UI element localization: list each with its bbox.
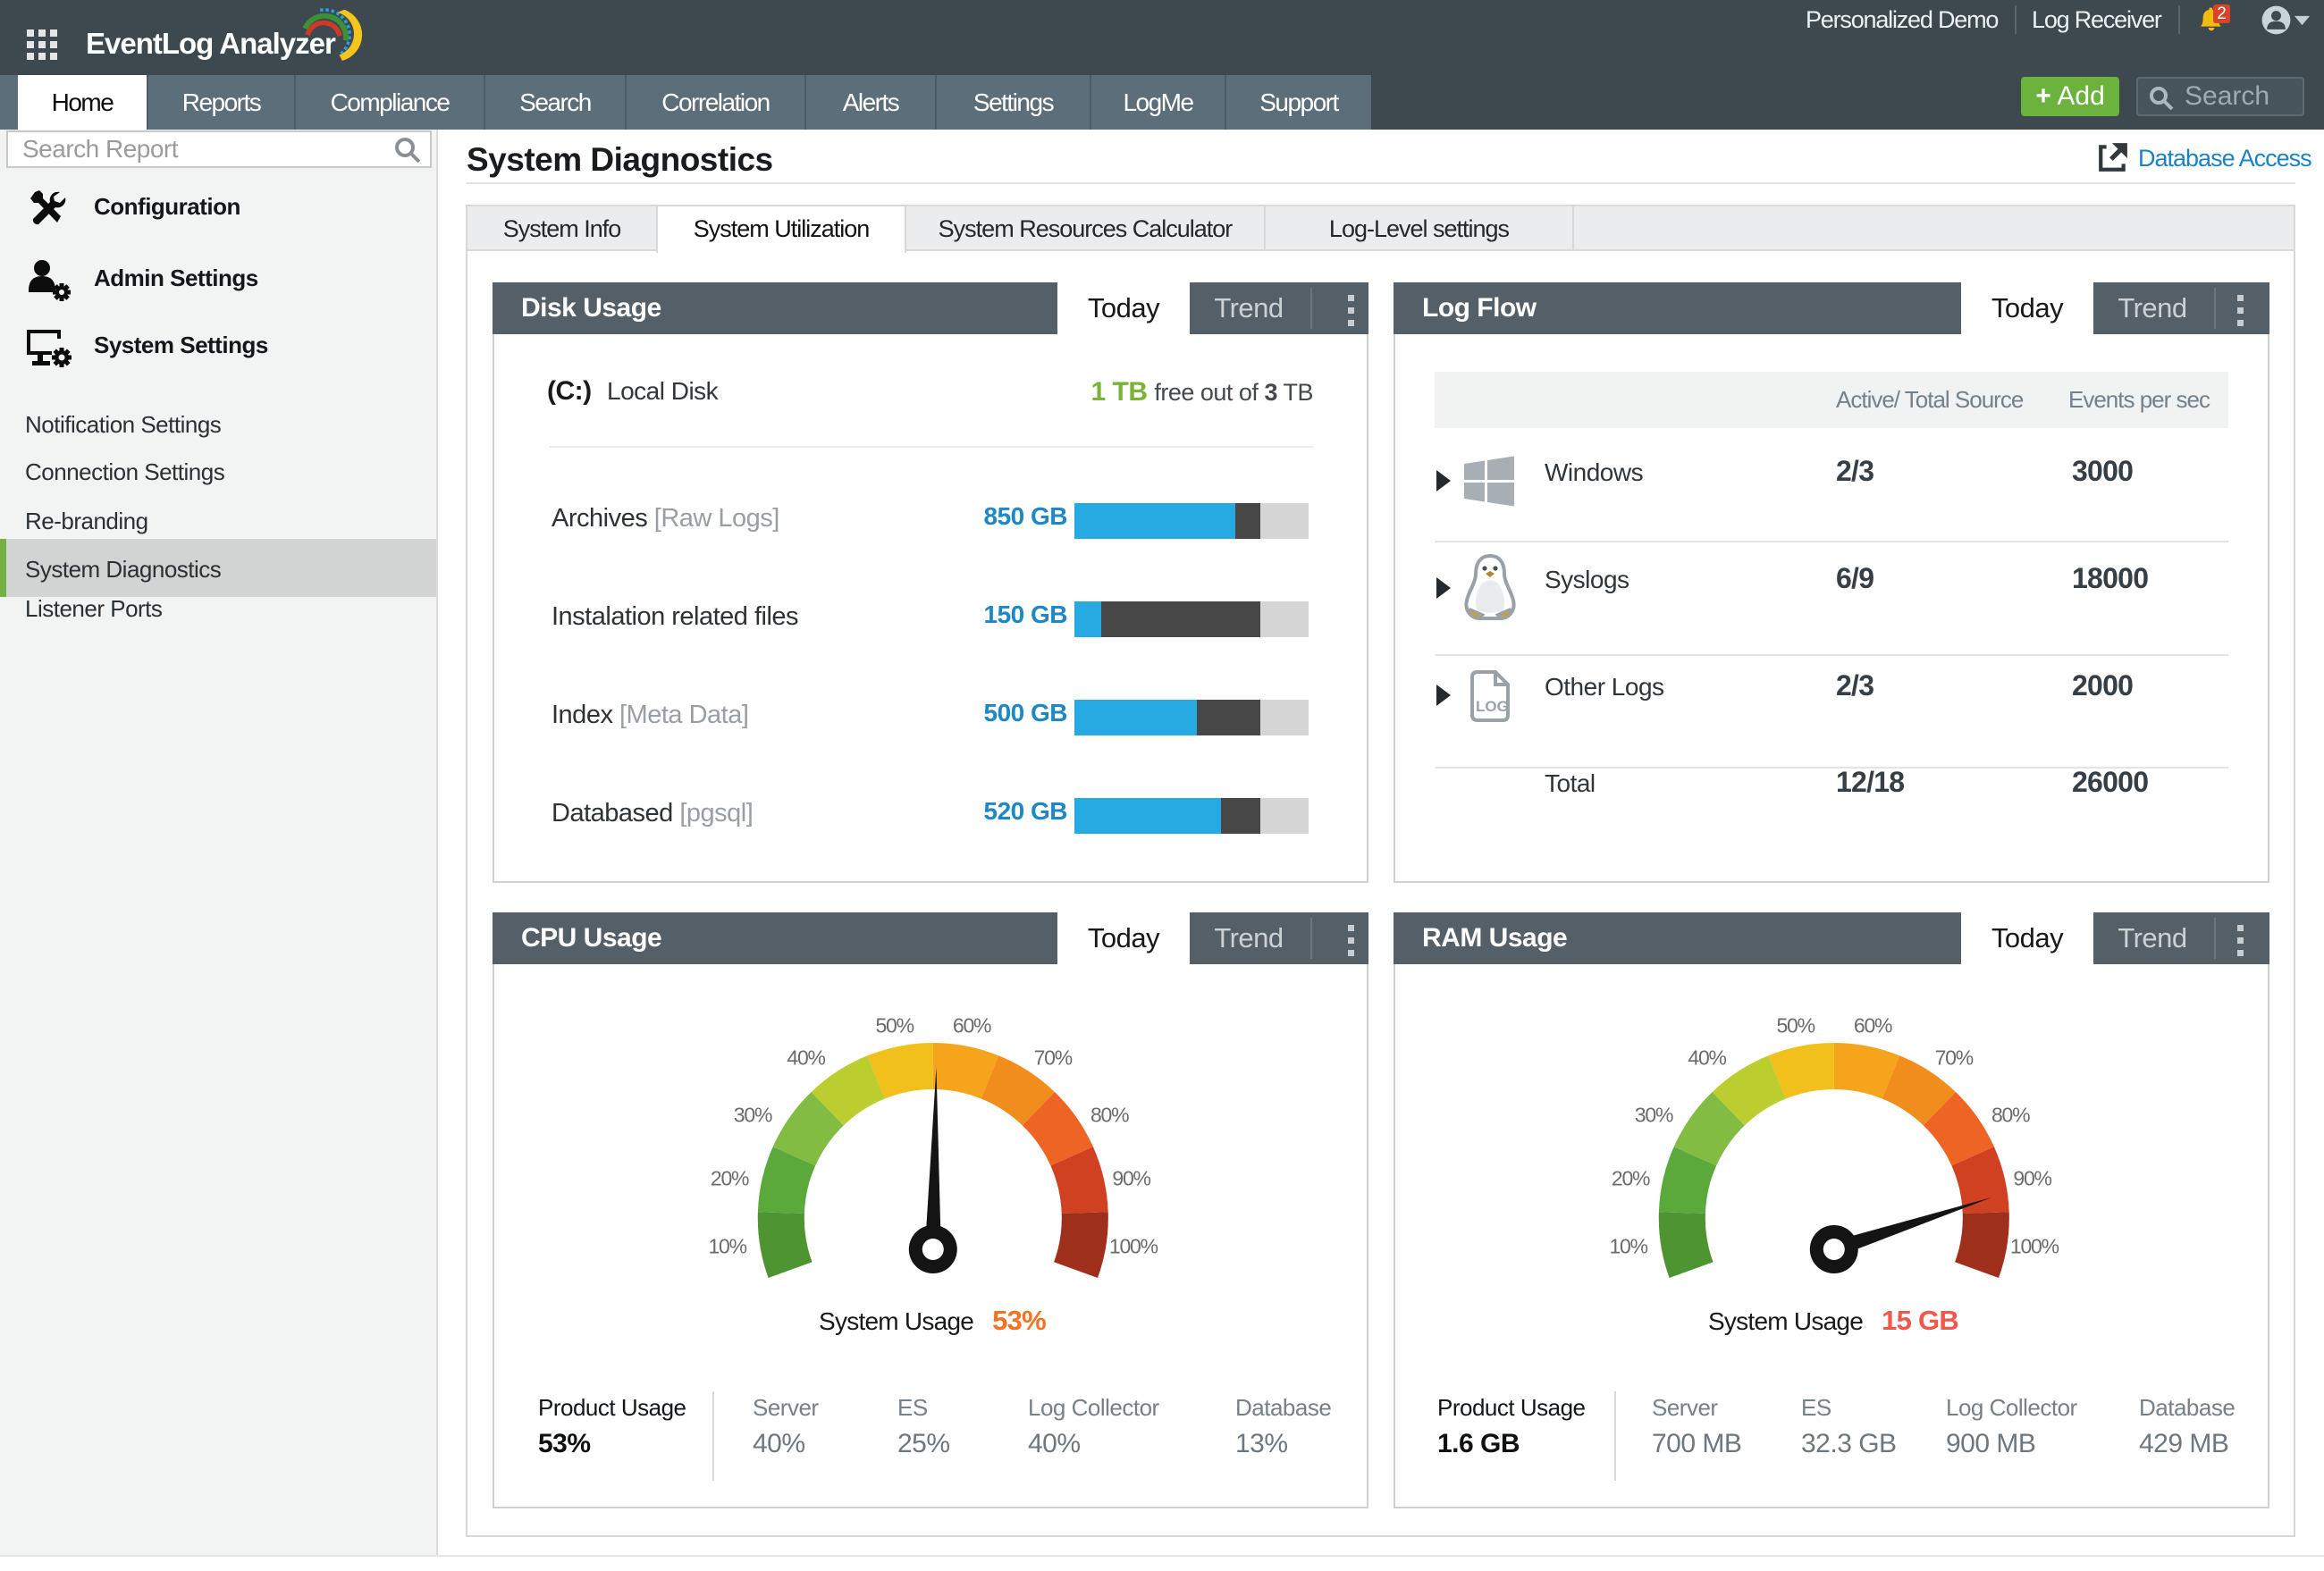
svg-text:LOG: LOG xyxy=(1476,698,1509,715)
